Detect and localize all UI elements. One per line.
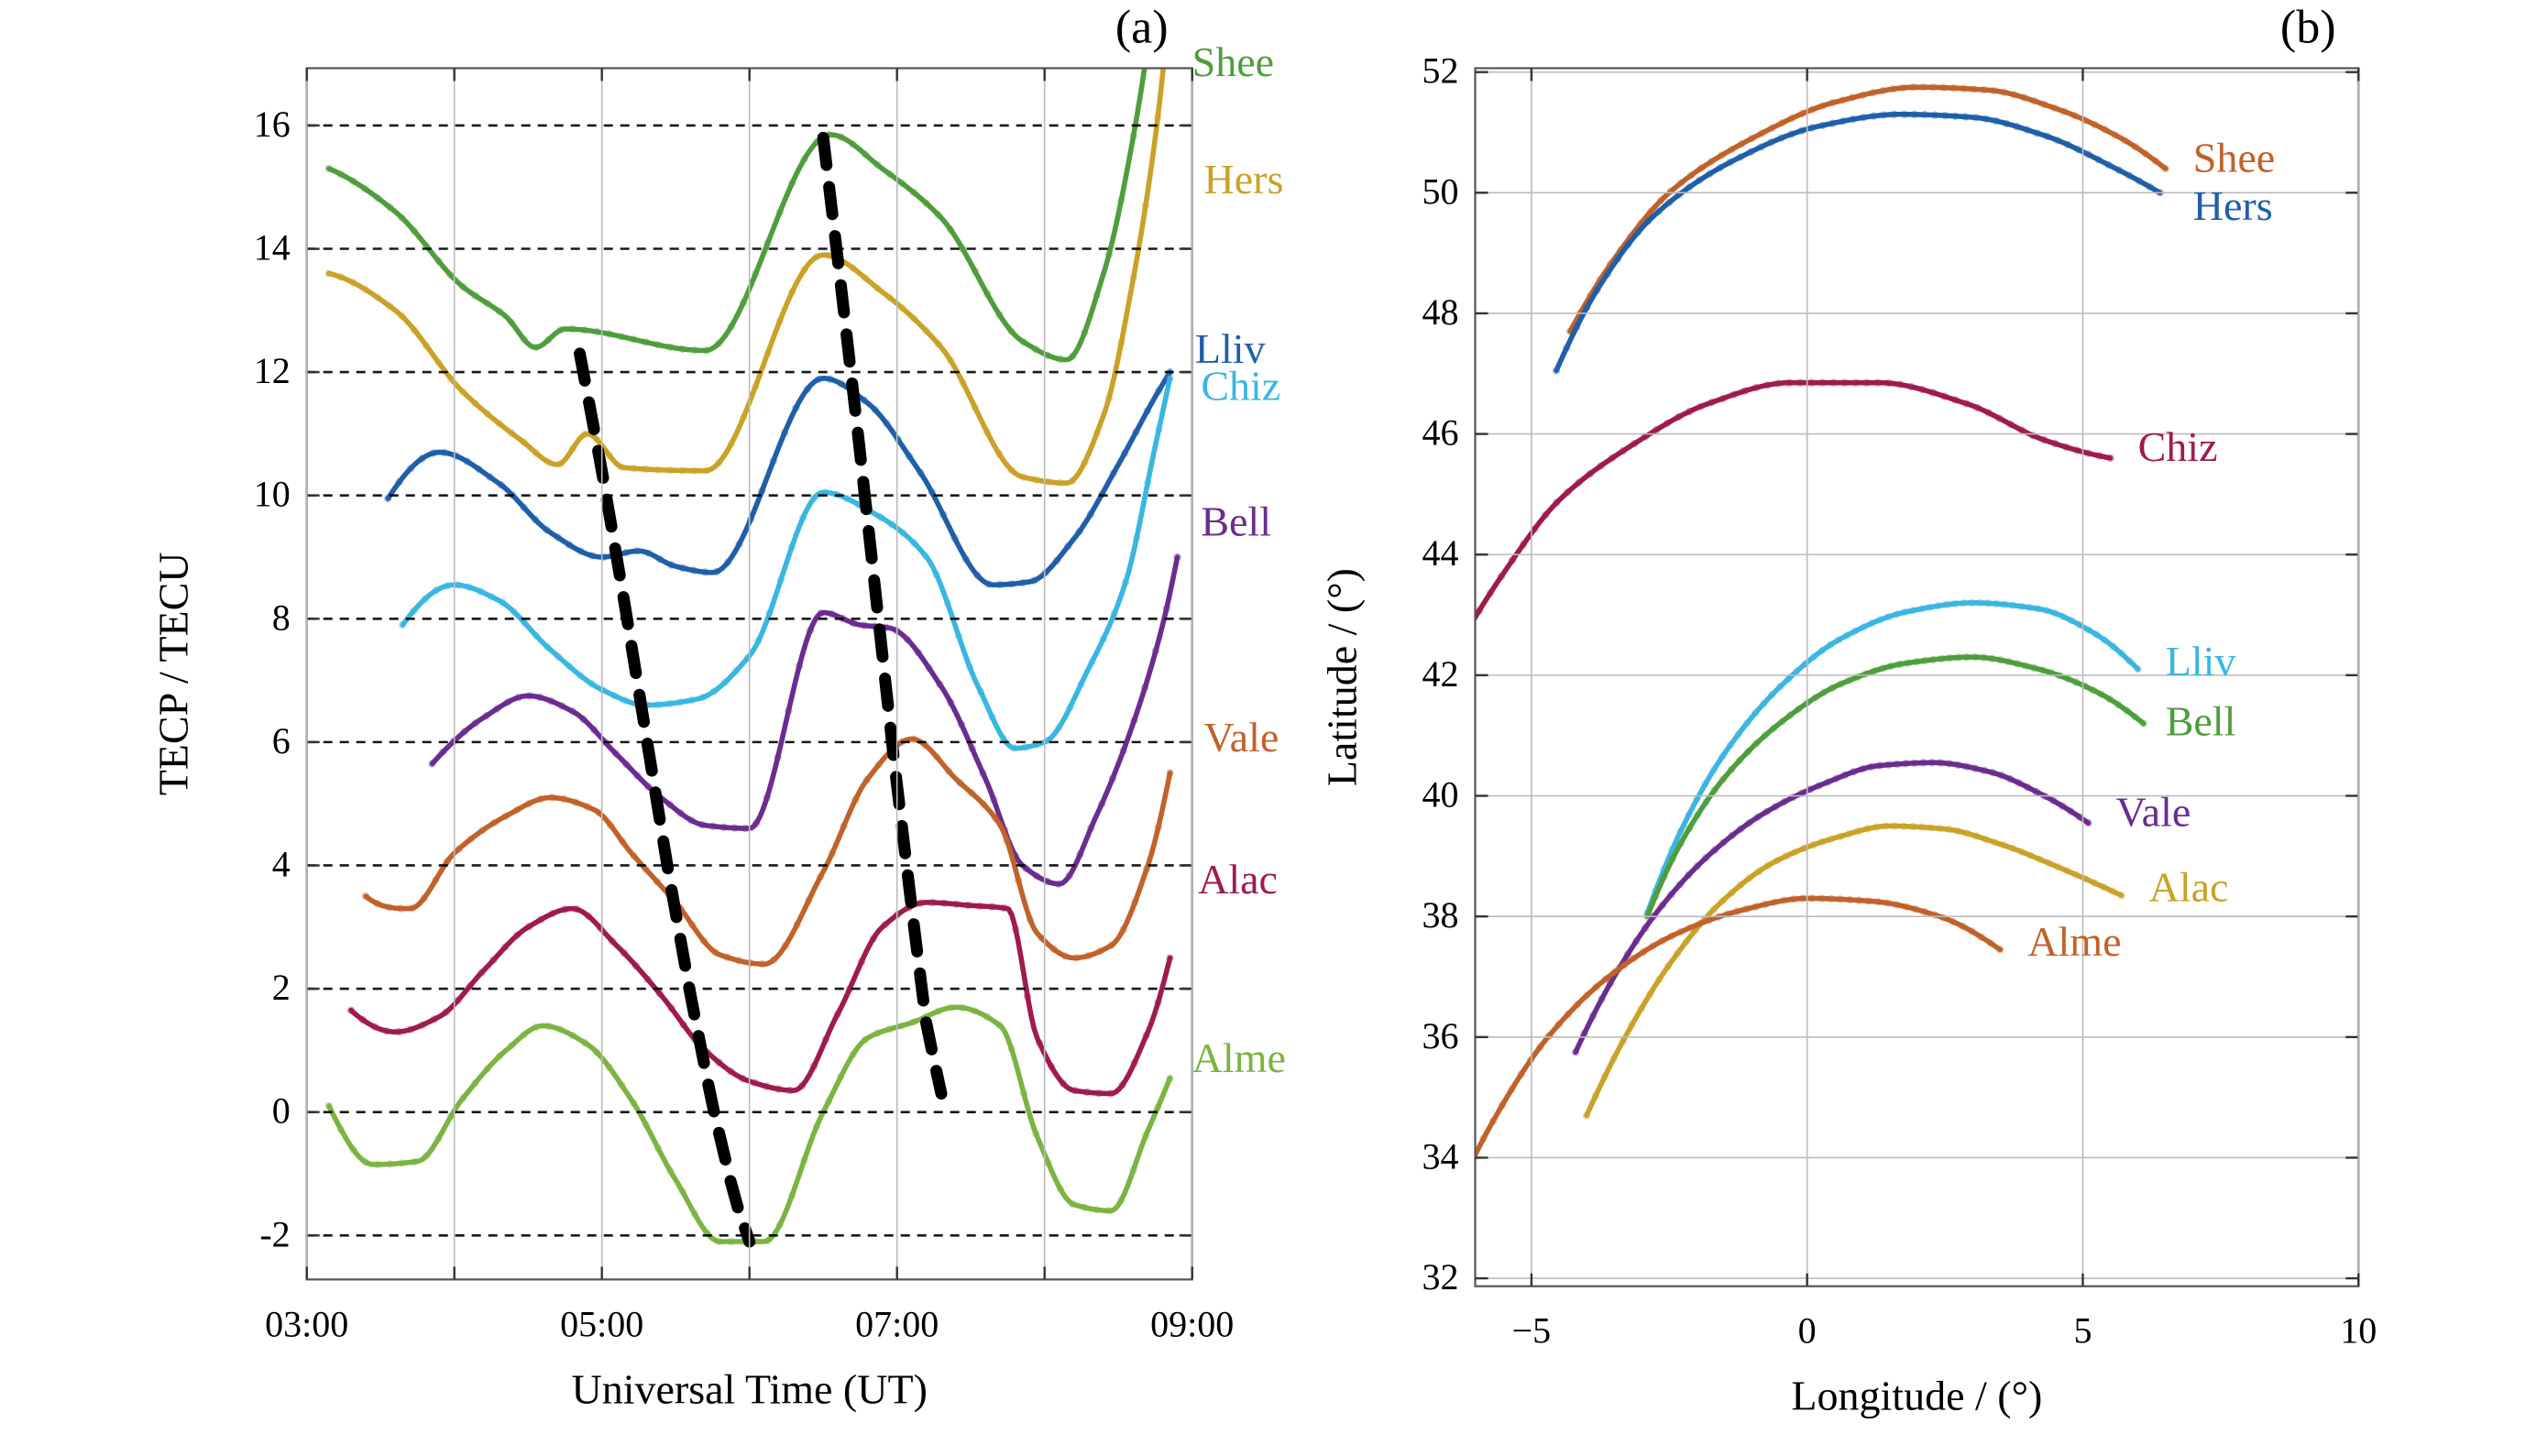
- svg-text:Alme: Alme: [1192, 1035, 1286, 1081]
- svg-text:03:00: 03:00: [265, 1303, 348, 1344]
- svg-text:(a): (a): [1115, 1, 1169, 53]
- svg-text:Latitude / (°): Latitude / (°): [1319, 568, 1366, 786]
- svg-text:10: 10: [2340, 1310, 2377, 1352]
- svg-text:-2: -2: [259, 1213, 290, 1254]
- svg-text:32: 32: [1422, 1256, 1459, 1297]
- svg-text:0: 0: [272, 1090, 291, 1132]
- svg-text:Alac: Alac: [1198, 856, 1278, 903]
- svg-text:50: 50: [1422, 170, 1459, 212]
- svg-text:5: 5: [2073, 1310, 2092, 1352]
- svg-text:44: 44: [1422, 532, 1459, 574]
- svg-text:40: 40: [1422, 774, 1459, 816]
- svg-text:42: 42: [1422, 653, 1459, 695]
- svg-text:Bell: Bell: [2166, 698, 2236, 745]
- svg-text:6: 6: [272, 720, 291, 761]
- svg-text:Longitude / (°): Longitude / (°): [1791, 1373, 2042, 1419]
- svg-text:05:00: 05:00: [560, 1303, 643, 1344]
- svg-text:Alme: Alme: [2027, 918, 2121, 965]
- svg-text:4: 4: [272, 843, 291, 884]
- svg-text:8: 8: [272, 597, 291, 638]
- svg-text:Lliv: Lliv: [2166, 638, 2236, 684]
- svg-text:Chiz: Chiz: [1201, 362, 1280, 409]
- svg-text:38: 38: [1422, 894, 1459, 936]
- svg-text:2: 2: [272, 967, 291, 1008]
- svg-text:TECP / TECU: TECP / TECU: [150, 552, 197, 795]
- svg-text:09:00: 09:00: [1150, 1303, 1234, 1344]
- svg-text:16: 16: [254, 104, 291, 145]
- svg-text:36: 36: [1422, 1015, 1459, 1056]
- svg-text:10: 10: [254, 474, 291, 515]
- svg-text:Shee: Shee: [1192, 38, 1274, 85]
- svg-text:Alac: Alac: [2149, 864, 2229, 911]
- svg-text:07:00: 07:00: [855, 1303, 939, 1344]
- svg-text:Bell: Bell: [1201, 498, 1271, 544]
- svg-text:Shee: Shee: [2193, 134, 2275, 181]
- svg-text:Universal Time (UT): Universal Time (UT): [571, 1365, 927, 1412]
- svg-text:(b): (b): [2280, 1, 2336, 53]
- svg-text:14: 14: [254, 227, 291, 268]
- svg-text:12: 12: [254, 350, 291, 391]
- svg-text:Vale: Vale: [2116, 788, 2191, 835]
- svg-text:Hers: Hers: [1204, 156, 1284, 203]
- svg-text:Hers: Hers: [2193, 182, 2273, 229]
- svg-text:−5: −5: [1512, 1310, 1552, 1352]
- svg-text:0: 0: [1798, 1310, 1817, 1352]
- svg-text:46: 46: [1422, 412, 1459, 454]
- svg-text:48: 48: [1422, 291, 1459, 333]
- svg-text:Vale: Vale: [1204, 714, 1279, 761]
- svg-text:Chiz: Chiz: [2138, 423, 2218, 470]
- svg-text:52: 52: [1422, 50, 1459, 92]
- svg-text:34: 34: [1422, 1135, 1459, 1177]
